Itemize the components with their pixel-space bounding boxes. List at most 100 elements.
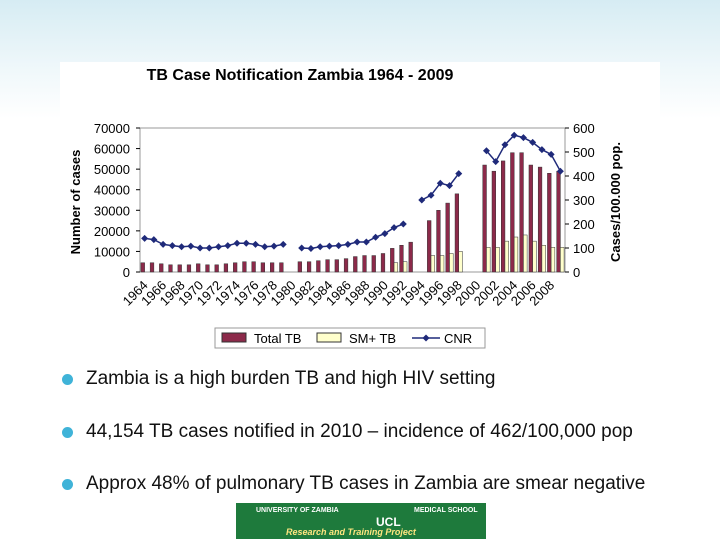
bar [495, 247, 500, 273]
bullet: Approx 48% of pulmonary TB cases in Zamb… [62, 473, 645, 495]
bullet-text: Zambia is a high burden TB and high HIV … [86, 368, 496, 389]
bar [251, 261, 256, 273]
y-tick-label: 0 [123, 265, 130, 280]
bar [399, 245, 404, 273]
marker [242, 239, 250, 247]
marker [187, 242, 195, 250]
bar [343, 258, 349, 273]
bar [186, 264, 192, 273]
y2-tick-label: 0 [573, 265, 580, 280]
marker [501, 141, 509, 149]
y2-tick-label: 600 [573, 121, 595, 136]
marker [556, 167, 564, 175]
y-axis-label: Number of cases [68, 150, 83, 255]
bar [270, 262, 275, 273]
bar [168, 264, 173, 273]
marker [418, 196, 426, 204]
bar [393, 262, 399, 273]
marker [205, 244, 213, 252]
legend-label: CNR [444, 331, 472, 346]
y2-tick-label: 400 [573, 169, 595, 184]
bar [523, 234, 528, 273]
marker [251, 240, 259, 248]
marker [362, 238, 370, 246]
marker [178, 243, 186, 251]
marker [390, 224, 398, 232]
marker [547, 150, 555, 158]
bar [242, 261, 247, 273]
bar [334, 259, 339, 273]
y2-tick-label: 300 [573, 193, 595, 208]
bar [408, 241, 413, 273]
marker [529, 138, 537, 146]
marker [215, 243, 223, 251]
bar [177, 264, 182, 273]
y-tick-label: 70000 [94, 121, 130, 136]
marker [482, 147, 490, 155]
bar [427, 220, 432, 273]
marker [455, 170, 463, 178]
chart: TB Case Notification Zambia 1964 - 2009 … [60, 62, 660, 362]
bar [297, 261, 302, 273]
legend-label: Total TB [254, 331, 301, 346]
logo-text: UNIVERSITY OF ZAMBIA [256, 507, 339, 514]
bar [362, 255, 367, 273]
marker [381, 230, 389, 238]
chart-bg [60, 62, 660, 362]
bar [436, 210, 441, 273]
marker [353, 238, 361, 246]
chart-title: TB Case Notification Zambia 1964 - 2009 [147, 67, 454, 84]
y-tick-label: 20000 [94, 224, 130, 239]
bar [504, 240, 509, 273]
bar [233, 262, 238, 273]
bar [371, 255, 376, 273]
bar [541, 245, 546, 273]
bar [556, 170, 561, 273]
bar [279, 262, 284, 273]
logo-text: Research and Training Project [286, 527, 416, 537]
marker [270, 242, 278, 250]
marker [446, 182, 454, 190]
bar [550, 247, 556, 273]
line [144, 134, 562, 250]
bar [491, 170, 496, 273]
bar [519, 152, 524, 273]
marker [141, 234, 149, 242]
bar [454, 193, 460, 273]
marker [372, 233, 380, 241]
bar [537, 166, 543, 273]
marker [399, 220, 407, 228]
marker [344, 240, 352, 248]
bar [445, 202, 450, 273]
logo-text: MEDICAL SCHOOL [414, 507, 478, 514]
bar [528, 164, 533, 273]
legend-marker [422, 334, 430, 342]
y-tick-label: 50000 [94, 162, 130, 177]
y-tick-label: 30000 [94, 203, 130, 218]
bullet: Zambia is a high burden TB and high HIV … [62, 368, 495, 390]
marker [335, 242, 343, 250]
marker [150, 236, 158, 244]
marker [436, 179, 444, 187]
y2-axis-label: Cases/100.000 pop. [608, 142, 623, 262]
marker [325, 242, 333, 250]
bar [458, 251, 463, 273]
bar [501, 160, 506, 273]
legend-swatch [221, 332, 247, 343]
marker [196, 244, 204, 252]
marker [427, 191, 435, 199]
y-tick-label: 60000 [94, 142, 130, 157]
bullet: 44,154 TB cases notified in 2010 – incid… [62, 421, 633, 443]
marker [307, 244, 315, 252]
bar [510, 152, 515, 273]
bullet-text: 44,154 TB cases notified in 2010 – incid… [86, 421, 633, 442]
bar [159, 263, 164, 273]
legend-box [214, 327, 486, 349]
marker [492, 158, 500, 166]
marker [279, 240, 287, 248]
marker [233, 239, 241, 247]
bar [482, 164, 487, 273]
bar [513, 236, 519, 273]
bar [560, 247, 565, 273]
